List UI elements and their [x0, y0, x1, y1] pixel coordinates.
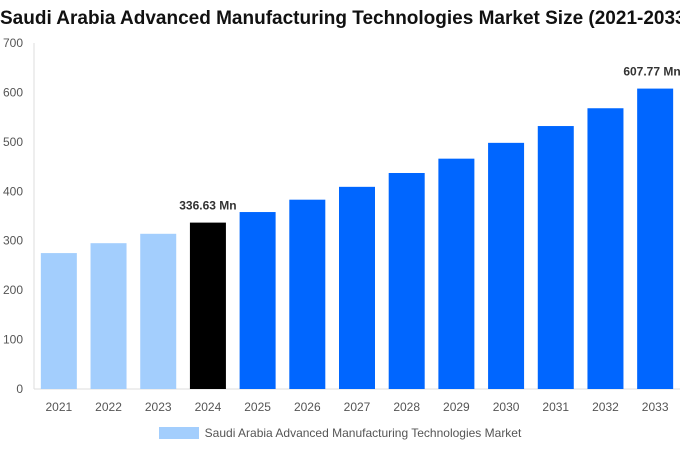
data-label-2024: 336.63 Mn	[179, 199, 236, 213]
bar-2033	[637, 88, 674, 389]
y-tick-label: 400	[3, 184, 23, 198]
bar-2025	[239, 212, 276, 389]
bar-2030	[488, 142, 525, 389]
x-tick-label: 2022	[95, 400, 122, 414]
x-tick-label: 2027	[344, 400, 371, 414]
bar-2027	[339, 186, 375, 389]
x-tick-label: 2023	[145, 400, 172, 414]
bar-2028	[388, 172, 425, 389]
bar-2029	[438, 158, 475, 389]
x-tick-label: 2025	[244, 400, 271, 414]
y-tick-label: 200	[3, 283, 23, 297]
bar-2031	[537, 126, 574, 389]
x-tick-label: 2028	[393, 400, 420, 414]
bar-2032	[587, 108, 624, 389]
y-tick-label: 700	[3, 36, 23, 50]
y-tick-label: 600	[3, 85, 23, 99]
chart-title: Saudi Arabia Advanced Manufacturing Tech…	[0, 8, 680, 29]
bar-2023	[140, 233, 177, 389]
legend: Saudi Arabia Advanced Manufacturing Tech…	[0, 426, 680, 440]
x-tick-label: 2029	[443, 400, 470, 414]
y-tick-label: 500	[3, 135, 23, 149]
data-label-2033: 607.77 Mn	[623, 65, 680, 79]
bar-2026	[289, 199, 326, 389]
x-tick-label: 2021	[45, 400, 72, 414]
x-tick-label: 2033	[642, 400, 669, 414]
x-tick-label: 2024	[195, 400, 222, 414]
x-tick-label: 2030	[493, 400, 520, 414]
x-tick-label: 2031	[542, 400, 569, 414]
y-tick-label: 100	[3, 333, 23, 347]
legend-swatch	[158, 427, 199, 439]
x-tick-label: 2032	[592, 400, 619, 414]
bar-2021	[40, 253, 77, 389]
bar-2022	[90, 243, 127, 389]
y-tick-label: 300	[3, 234, 23, 248]
legend-label: Saudi Arabia Advanced Manufacturing Tech…	[204, 426, 522, 440]
y-tick-label: 0	[16, 382, 23, 396]
x-tick-label: 2026	[294, 400, 321, 414]
bar-2024	[189, 222, 226, 389]
